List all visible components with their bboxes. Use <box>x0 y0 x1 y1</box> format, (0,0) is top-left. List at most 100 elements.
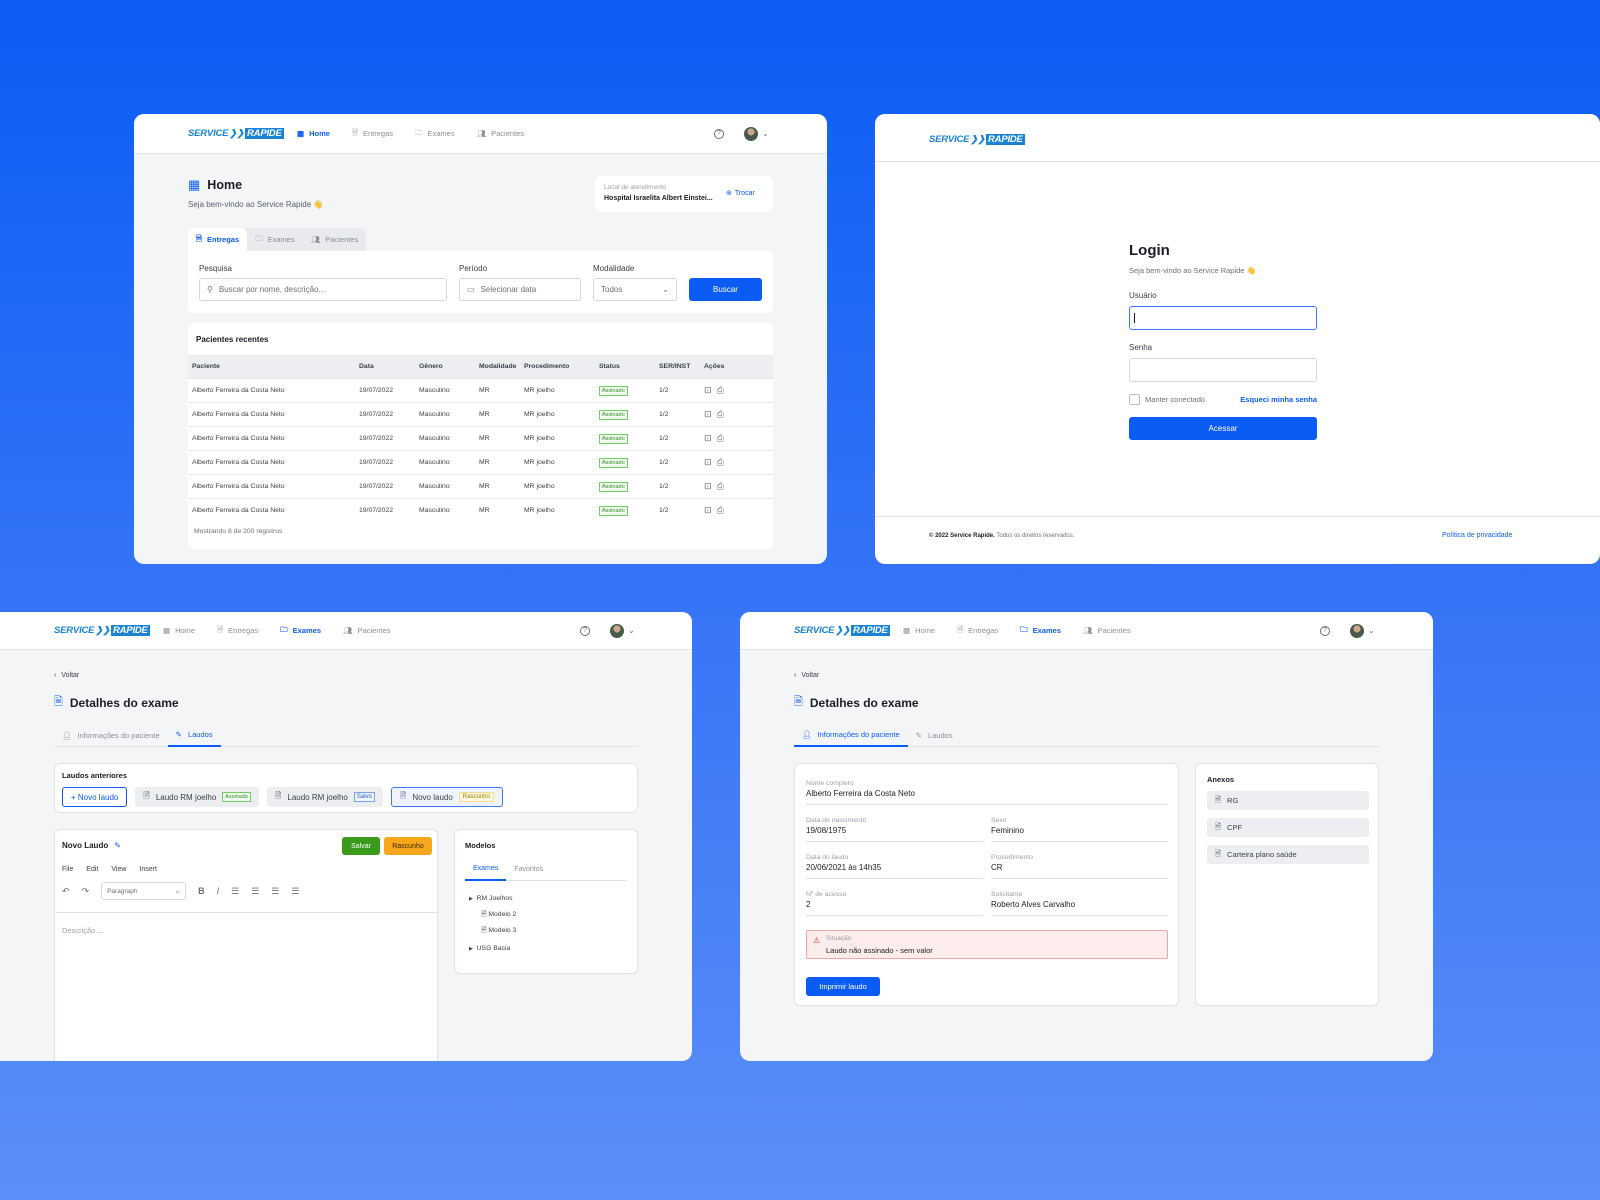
report-chip[interactable]: 🗎 Laudo RM joelho Assinado <box>135 787 259 807</box>
cell-data: 19/07/2022 <box>355 473 415 498</box>
print-icon[interactable]: ⎙ <box>716 408 724 419</box>
col-modalidade[interactable]: Modalidade <box>475 355 520 378</box>
col-paciente[interactable]: Paciente <box>188 355 355 378</box>
undo-icon[interactable]: ↶ <box>62 885 70 896</box>
col-genero[interactable]: Gênero <box>415 355 475 378</box>
col-procedimento[interactable]: Procedimento <box>520 355 595 378</box>
nav-home[interactable]: ▦ Home <box>297 129 330 138</box>
back-link[interactable]: ‹ Voltar <box>794 672 819 679</box>
col-data[interactable]: Data <box>355 355 415 378</box>
print-icon[interactable]: ⎙ <box>716 504 724 515</box>
search-button[interactable]: Buscar <box>689 278 762 301</box>
change-location-button[interactable]: ⊕ Trocar <box>726 189 755 198</box>
service-rapide-logo[interactable]: SERVICE ❯❯ RAPIDE <box>54 625 150 636</box>
nav-entregas[interactable]: 🗎 Entregas <box>352 127 393 140</box>
format-select[interactable]: Paragraph ⌄ <box>101 882 187 900</box>
new-report-button[interactable]: + Novo laudo <box>62 787 128 807</box>
nav-exames[interactable]: 🗀 Exames <box>1020 624 1061 637</box>
align-right-icon[interactable]: ☰ <box>271 885 280 896</box>
view-report-icon[interactable]: ⊡ <box>704 504 712 515</box>
table-row[interactable]: Alberto Ferreira da Costa Neto 19/07/2022… <box>188 497 773 522</box>
menu-file[interactable]: File <box>62 866 74 873</box>
forgot-password-link[interactable]: Esqueci minha senha <box>1240 395 1317 404</box>
align-justify-icon[interactable]: ☰ <box>291 885 300 896</box>
nav-pacientes[interactable]: 👥︎ Pacientes <box>343 626 390 635</box>
privacy-policy-link[interactable]: Política de privacidade <box>1442 532 1513 539</box>
tree-leaf[interactable]: 🗎 Modelo 3 <box>469 923 516 939</box>
tab-pacientes[interactable]: 👥︎ Pacientes <box>303 235 366 244</box>
nav-home[interactable]: ▦ Home <box>903 626 935 635</box>
menu-view[interactable]: View <box>111 866 127 873</box>
models-tab-exames[interactable]: Exames <box>465 859 507 881</box>
align-center-icon[interactable]: ☰ <box>251 885 260 896</box>
print-icon[interactable]: ⎙ <box>716 432 724 443</box>
save-button[interactable]: Salvar <box>342 837 380 855</box>
attachment-item[interactable]: 🗎 CPF <box>1207 818 1369 837</box>
nav-pacientes[interactable]: 👥︎ Pacientes <box>477 129 524 138</box>
remember-checkbox[interactable] <box>1129 394 1140 405</box>
col-status[interactable]: Status <box>595 355 655 378</box>
view-report-icon[interactable]: ⊡ <box>704 480 712 491</box>
report-chip[interactable]: 🗎 Laudo RM joelho Salvo <box>266 787 383 807</box>
nav-home[interactable]: ▦ Home <box>163 626 195 635</box>
user-menu[interactable]: ⌄ <box>610 623 635 638</box>
italic-icon[interactable]: I <box>216 886 220 896</box>
print-icon[interactable]: ⎙ <box>716 384 724 395</box>
editor-content[interactable]: Descrição.... <box>55 912 437 1061</box>
nav-exames[interactable]: 🗀 Exames <box>415 127 455 140</box>
view-report-icon[interactable]: ⊡ <box>704 384 712 395</box>
print-icon[interactable]: ⎙ <box>716 456 724 467</box>
tab-entregas[interactable]: 🗎 Entregas <box>188 228 248 251</box>
draft-button[interactable]: Rascunho <box>384 837 432 855</box>
user-menu[interactable]: ⌄ <box>1350 623 1375 638</box>
search-input[interactable]: ⚲ Buscar por nome, descrição... <box>199 278 447 301</box>
tab-laudos[interactable]: ✎ Laudos <box>167 724 221 747</box>
tree-node[interactable]: ▶ USG Bacia <box>469 941 516 957</box>
help-icon[interactable]: ? <box>714 128 724 139</box>
nav-entregas[interactable]: 🗎 Entregas <box>957 624 998 637</box>
edit-title-icon[interactable]: ✎ <box>114 841 121 850</box>
help-icon[interactable]: ? <box>1320 625 1330 636</box>
date-picker[interactable]: ▭ Selecionar data <box>459 278 581 301</box>
menu-insert[interactable]: Insert <box>139 866 157 873</box>
tab-patient-info[interactable]: 👤︎ Informações do paciente <box>54 724 168 747</box>
nav-pacientes[interactable]: 👥︎ Pacientes <box>1083 626 1130 635</box>
service-rapide-logo[interactable]: SERVICE ❯❯ RAPIDE <box>929 134 1025 145</box>
remember-me[interactable]: Manter conectado <box>1129 394 1205 405</box>
view-report-icon[interactable]: ⊡ <box>704 432 712 443</box>
align-left-icon[interactable]: ☰ <box>231 885 240 896</box>
modality-select[interactable]: Todos ⌄ <box>593 278 677 301</box>
service-rapide-logo[interactable]: SERVICE ❯❯ RAPIDE <box>794 625 890 636</box>
menu-edit[interactable]: Edit <box>86 866 99 873</box>
nav-exames[interactable]: 🗀 Exames <box>280 624 321 637</box>
report-chip-active[interactable]: 🗎 Novo laudo Rascunho <box>390 787 503 807</box>
print-icon[interactable]: ⎙ <box>716 480 724 491</box>
attachment-item[interactable]: 🗎 Carteira plano saúde <box>1207 845 1369 864</box>
tab-exames[interactable]: 🗀 Exames <box>247 233 303 246</box>
attachment-item[interactable]: 🗎 RG <box>1207 791 1369 810</box>
table-row[interactable]: Alberto Ferreira da Costa Neto 19/07/2022… <box>188 425 773 450</box>
bold-icon[interactable]: B <box>198 886 205 896</box>
col-ser-inst[interactable]: SER/INST <box>655 355 700 378</box>
redo-icon[interactable]: ↷ <box>81 885 90 896</box>
tab-patient-info[interactable]: 👤︎ Informações do paciente <box>794 724 908 747</box>
back-link[interactable]: ‹ Voltar <box>54 672 79 679</box>
table-row[interactable]: Alberto Ferreira da Costa Neto 19/07/2022… <box>188 473 773 498</box>
table-row[interactable]: Alberto Ferreira da Costa Neto 19/07/2022… <box>188 377 773 402</box>
view-report-icon[interactable]: ⊡ <box>704 408 712 419</box>
tab-laudos[interactable]: ✎ Laudos <box>908 724 961 747</box>
password-input[interactable] <box>1129 358 1317 382</box>
tree-leaf[interactable]: 🗎 Modelo 2 <box>469 907 516 923</box>
table-row[interactable]: Alberto Ferreira da Costa Neto 19/07/2022… <box>188 449 773 474</box>
tree-node[interactable]: ▶ RM Joelhos <box>469 891 516 907</box>
login-submit-button[interactable]: Acessar <box>1129 417 1317 440</box>
username-input[interactable] <box>1129 306 1317 330</box>
print-report-button[interactable]: Imprimir laudo <box>806 977 880 996</box>
user-menu[interactable]: ⌄ <box>744 126 769 141</box>
table-row[interactable]: Alberto Ferreira da Costa Neto 19/07/2022… <box>188 401 773 426</box>
models-tab-favoritos[interactable]: Favoritos <box>514 866 544 873</box>
service-rapide-logo[interactable]: SERVICE ❯❯ RAPIDE <box>188 128 284 139</box>
nav-entregas[interactable]: 🗎 Entregas <box>217 624 258 637</box>
help-icon[interactable]: ? <box>580 625 590 636</box>
view-report-icon[interactable]: ⊡ <box>704 456 712 467</box>
